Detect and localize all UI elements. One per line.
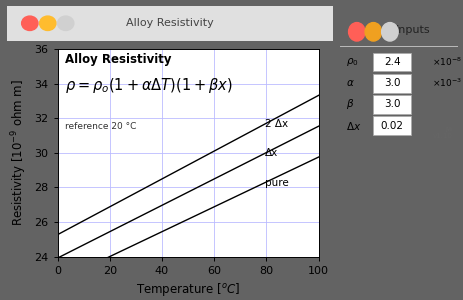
Text: $\times10^{-8}$: $\times10^{-8}$ xyxy=(432,56,462,68)
Circle shape xyxy=(57,16,74,31)
FancyBboxPatch shape xyxy=(7,6,333,40)
Text: 3.0: 3.0 xyxy=(384,99,400,110)
FancyBboxPatch shape xyxy=(373,74,411,92)
Circle shape xyxy=(365,22,382,41)
Text: 0.02: 0.02 xyxy=(381,121,404,130)
Text: jw
v1.10: jw v1.10 xyxy=(432,126,452,139)
Text: $\Delta x$: $\Delta x$ xyxy=(346,119,362,131)
FancyBboxPatch shape xyxy=(373,116,411,135)
Text: reference 20 °C: reference 20 °C xyxy=(65,122,137,131)
Text: Inputs: Inputs xyxy=(396,26,431,35)
Circle shape xyxy=(40,16,56,31)
Text: $\beta$: $\beta$ xyxy=(346,98,355,111)
Text: $\rho = \rho_o \left(1 + \alpha\Delta T\right)\left(1 + \beta x\right)$: $\rho = \rho_o \left(1 + \alpha\Delta T\… xyxy=(65,76,233,95)
Circle shape xyxy=(382,22,398,41)
Y-axis label: Resistivity [$10^{-9}$ ohm m]: Resistivity [$10^{-9}$ ohm m] xyxy=(9,80,29,226)
Text: $\times10^{-3}$: $\times10^{-3}$ xyxy=(432,77,462,89)
Text: Δx: Δx xyxy=(265,148,278,158)
X-axis label: Temperature [$^oC$]: Temperature [$^oC$] xyxy=(136,281,240,298)
Text: 3.0: 3.0 xyxy=(384,78,400,88)
FancyBboxPatch shape xyxy=(373,53,411,71)
Text: $\rho_0$: $\rho_0$ xyxy=(346,56,359,68)
FancyBboxPatch shape xyxy=(373,95,411,114)
Text: 2 Δx: 2 Δx xyxy=(265,119,288,129)
Text: $\alpha$: $\alpha$ xyxy=(346,78,355,88)
Text: Alloy Resistivity: Alloy Resistivity xyxy=(65,53,172,66)
Text: pure: pure xyxy=(265,178,289,188)
Text: Alloy Resistivity: Alloy Resistivity xyxy=(126,18,214,28)
Circle shape xyxy=(22,16,38,31)
Text: 2.4: 2.4 xyxy=(384,57,400,67)
Circle shape xyxy=(349,22,365,41)
